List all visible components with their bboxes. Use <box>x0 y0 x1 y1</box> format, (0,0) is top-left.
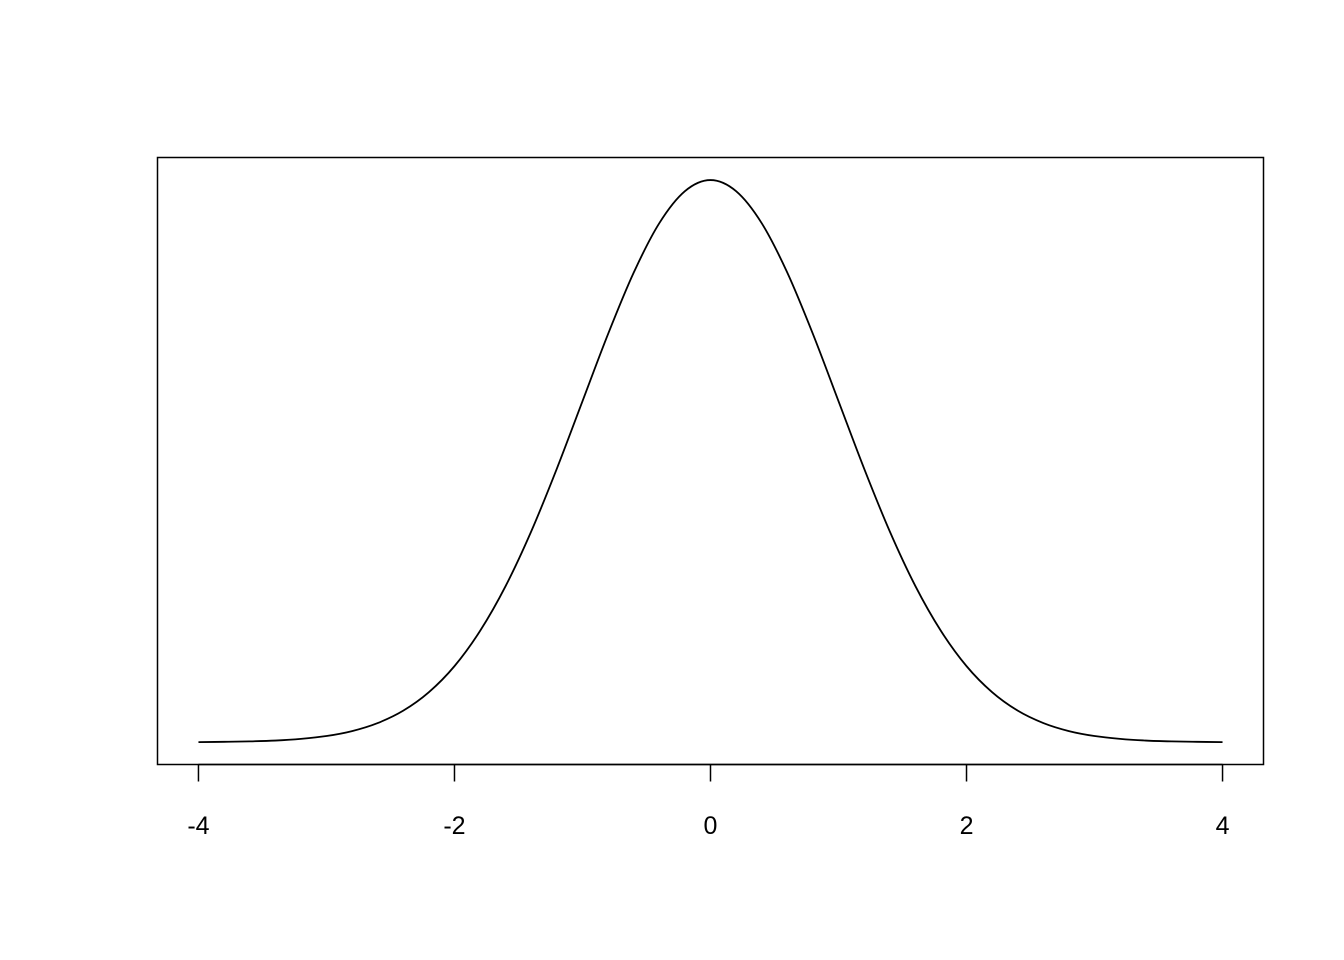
plot-frame <box>156 156 1265 766</box>
x-tick-label: -4 <box>187 812 209 840</box>
x-axis: -4 -2 0 2 4 <box>187 763 1230 840</box>
x-tick-label: -2 <box>443 812 465 840</box>
x-tick-label: 4 <box>1216 812 1230 840</box>
x-tick-label: 2 <box>960 812 974 840</box>
x-tick-label: 0 <box>704 812 718 840</box>
density-curve <box>198 179 1223 743</box>
